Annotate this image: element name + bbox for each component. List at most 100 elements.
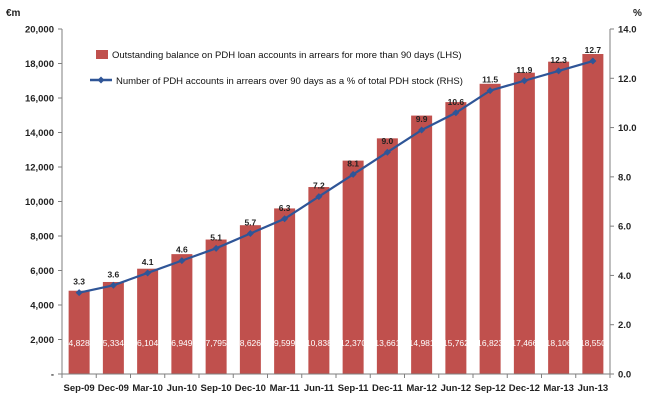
series-point-label: 5.7 xyxy=(244,218,256,228)
x-axis-tick-label: Sep-12 xyxy=(475,383,506,394)
x-axis-tick-label: Sep-09 xyxy=(64,383,95,394)
series-point xyxy=(349,170,357,178)
x-axis-tick-label: Dec-10 xyxy=(235,383,266,394)
series-point xyxy=(418,126,426,134)
series-point xyxy=(246,230,254,238)
series-point xyxy=(281,215,289,223)
bars xyxy=(68,54,604,375)
x-axis-tick-label: Mar-12 xyxy=(406,383,437,394)
x-axis-tick-label: Sep-10 xyxy=(201,383,232,394)
series-point-label: 12.3 xyxy=(550,55,567,65)
bar xyxy=(102,281,124,374)
bar-value-label: 8,626 xyxy=(240,338,262,348)
legend-swatch-bars xyxy=(96,50,108,59)
series-point-label: 3.6 xyxy=(107,269,119,279)
x-axis-tick-label: Mar-11 xyxy=(270,383,301,394)
bar-labels: 4,828 5,334 6,104 6,949 7,795 8,626 9,599 10,83… xyxy=(68,338,606,348)
bar xyxy=(479,83,501,374)
bar-value-label: 16,823 xyxy=(477,338,503,348)
series-point xyxy=(109,281,117,289)
x-axis-tick-label: Jun-10 xyxy=(167,383,198,394)
x-axis-tick-label: Mar-10 xyxy=(132,383,163,394)
series-point-label: 4.1 xyxy=(142,257,154,267)
left-axis-tick-label: 2,000 xyxy=(30,335,54,346)
series-point xyxy=(212,244,220,252)
left-axis-tick-label: 4,000 xyxy=(30,301,54,312)
series-point-label: 8.1 xyxy=(347,158,359,168)
bar-value-label: 15,762 xyxy=(443,338,469,348)
series-point-label: 7.2 xyxy=(313,181,325,191)
bar-value-label: 17,466 xyxy=(511,338,537,348)
x-axis: Sep-09 Dec-09 Mar-10 Jun-10 Sep-10 Dec-10 Mar-… xyxy=(61,373,611,394)
right-axis: 0.0 2.0 4.0 6.0 8.0 10.0 12.0 14.0 xyxy=(609,25,637,381)
bar-value-label: 6,949 xyxy=(171,338,193,348)
left-axis-tick-label: - xyxy=(51,370,54,381)
bar xyxy=(274,208,296,374)
bar xyxy=(582,54,604,374)
series-point xyxy=(520,77,528,85)
left-axis-unit: €m xyxy=(6,8,21,19)
left-axis: - 2,000 4,000 6,000 8,000 10,000 12,000 14,000 1… xyxy=(25,25,63,381)
right-axis-tick-label: 0.0 xyxy=(618,370,631,381)
left-axis-tick-label: 12,000 xyxy=(25,163,54,174)
series-point-label: 9.0 xyxy=(381,136,393,146)
series-point-label: 6.3 xyxy=(279,203,291,213)
right-axis-tick-label: 2.0 xyxy=(618,320,631,331)
x-axis-tick-label: Dec-09 xyxy=(98,383,129,394)
series-point xyxy=(555,67,563,75)
left-axis-tick-label: 20,000 xyxy=(25,25,54,36)
left-axis-tick-label: 8,000 xyxy=(30,232,54,243)
series-point-label: 9.9 xyxy=(416,114,428,124)
bar-value-label: 12,370 xyxy=(340,338,366,348)
bar-value-label: 13,661 xyxy=(374,338,400,348)
bar xyxy=(239,225,261,374)
series-point-label: 11.5 xyxy=(482,75,498,85)
bar xyxy=(205,239,227,374)
x-axis-tick-label: Jun-13 xyxy=(578,383,609,394)
bar xyxy=(548,61,570,374)
x-axis-tick-label: Dec-12 xyxy=(509,383,540,394)
bar-value-label: 5,334 xyxy=(103,338,125,348)
left-axis-tick-label: 6,000 xyxy=(30,266,54,277)
series-point xyxy=(75,289,83,297)
series-point-label: 5.1 xyxy=(210,232,222,242)
right-axis-tick-label: 10.0 xyxy=(618,123,637,134)
series-point-label: 11.9 xyxy=(516,65,532,75)
bar xyxy=(308,187,330,374)
series-point-label: 10.6 xyxy=(448,97,465,107)
series-point xyxy=(486,87,494,95)
left-axis-tick-label: 18,000 xyxy=(25,59,54,70)
series-point-label: 12.7 xyxy=(585,45,602,55)
bar xyxy=(137,268,159,374)
x-axis-tick-label: Dec-11 xyxy=(372,383,403,394)
bar-value-label: 18,106 xyxy=(546,338,572,348)
legend-label-line: Number of PDH accounts in arrears over 9… xyxy=(116,76,463,87)
legend-swatch-marker xyxy=(97,76,105,84)
right-axis-tick-label: 8.0 xyxy=(618,172,631,183)
bar-value-label: 14,981 xyxy=(409,338,435,348)
bar xyxy=(513,72,535,375)
series-point-label: 3.3 xyxy=(73,277,85,287)
right-axis-unit: % xyxy=(633,8,642,19)
series-point xyxy=(452,109,460,117)
legend: Outstanding balance on PDH loan accounts… xyxy=(90,50,463,87)
right-axis-tick-label: 4.0 xyxy=(618,271,631,282)
bar xyxy=(342,160,364,374)
legend-label-bars: Outstanding balance on PDH loan accounts… xyxy=(112,50,462,61)
bar xyxy=(445,102,467,374)
x-axis-tick-label: Sep-11 xyxy=(338,383,369,394)
bar-value-label: 4,828 xyxy=(68,338,90,348)
series-point xyxy=(315,193,323,201)
x-axis-tick-label: Jun-12 xyxy=(441,383,472,394)
left-axis-tick-label: 10,000 xyxy=(25,197,54,208)
series-point-label: 4.6 xyxy=(176,245,188,255)
right-axis-tick-label: 12.0 xyxy=(618,74,637,85)
bar xyxy=(171,254,193,374)
series-point xyxy=(589,57,597,65)
series-line xyxy=(78,59,594,294)
x-axis-tick-label: Mar-13 xyxy=(543,383,574,394)
series-point xyxy=(144,269,152,277)
bar xyxy=(411,115,433,374)
right-axis-tick-label: 14.0 xyxy=(618,25,637,36)
